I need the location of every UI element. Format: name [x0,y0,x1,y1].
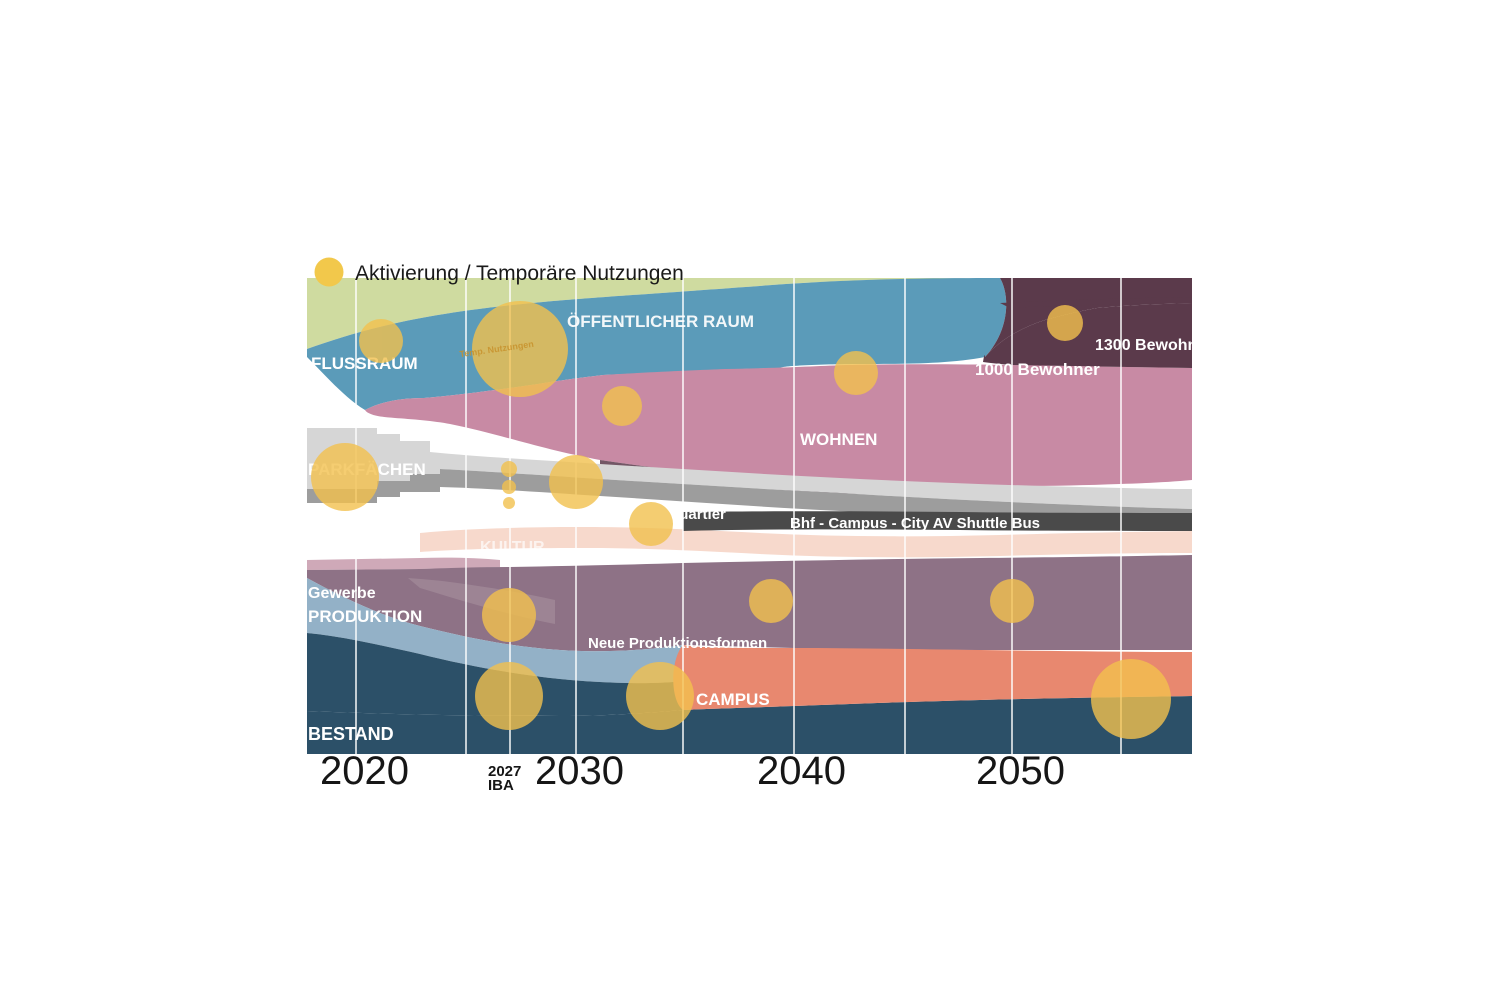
svg-text:BESTAND: BESTAND [308,724,394,744]
svg-text:1000 Bewohner: 1000 Bewohner [975,360,1100,379]
svg-text:2050: 2050 [976,749,1065,793]
svg-text:WOHNEN: WOHNEN [800,430,877,449]
svg-text:MiV VERKEHR durchs Quartier: MiV VERKEHR durchs Quartier [505,506,726,523]
svg-text:2030: 2030 [535,749,624,793]
svg-text:2020: 2020 [320,749,409,793]
svg-text:2040: 2040 [757,749,846,793]
svg-text:CAMPUS: CAMPUS [696,690,770,709]
svg-text:FLUSSRAUM: FLUSSRAUM [311,354,418,373]
svg-text:1300 Bewohner: 1300 Bewohner [1095,337,1212,354]
svg-text:PRODUKTION: PRODUKTION [308,607,422,626]
svg-text:IBA: IBA [488,777,514,794]
svg-text:ÖFFENTLICHER RAUM: ÖFFENTLICHER RAUM [567,312,754,331]
svg-text:KULTUR: KULTUR [480,539,545,556]
svg-text:Neue Produktionsformen: Neue Produktionsformen [588,635,767,652]
svg-text:Gewerbe: Gewerbe [308,585,376,602]
svg-text:Aktivierung / Temporäre Nutzun: Aktivierung / Temporäre Nutzungen [355,262,684,285]
svg-text:Bhf - Campus - City AV Shuttle: Bhf - Campus - City AV Shuttle Bus [790,515,1040,532]
